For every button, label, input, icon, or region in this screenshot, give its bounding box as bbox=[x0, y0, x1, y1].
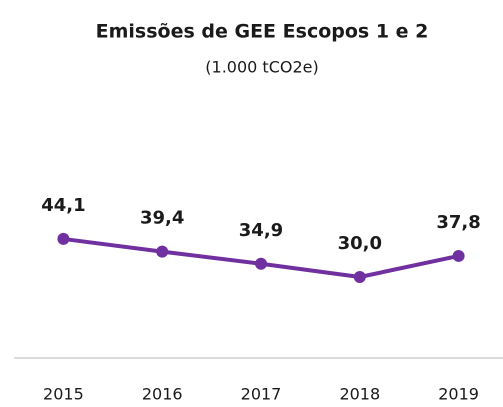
data-label: 39,4 bbox=[140, 208, 184, 229]
x-tick-label: 2018 bbox=[339, 385, 380, 404]
data-label: 30,0 bbox=[338, 233, 382, 254]
point bbox=[57, 232, 70, 245]
x-tick-label: 2015 bbox=[43, 385, 84, 404]
point bbox=[353, 271, 366, 283]
data-label: 34,9 bbox=[239, 220, 283, 241]
point bbox=[255, 257, 267, 270]
data-label: 37,8 bbox=[436, 212, 480, 233]
data-label: 44,1 bbox=[41, 195, 85, 216]
x-tick-label: 2017 bbox=[241, 385, 282, 404]
point bbox=[156, 245, 169, 258]
point bbox=[452, 249, 465, 262]
chart-title: Emissões de GEE Escopos 1 e 2 bbox=[96, 21, 429, 43]
x-tick-label: 2016 bbox=[142, 385, 183, 404]
chart-subtitle: (1.000 tCO2e) bbox=[205, 58, 318, 77]
x-tick-label: 2019 bbox=[438, 385, 479, 404]
